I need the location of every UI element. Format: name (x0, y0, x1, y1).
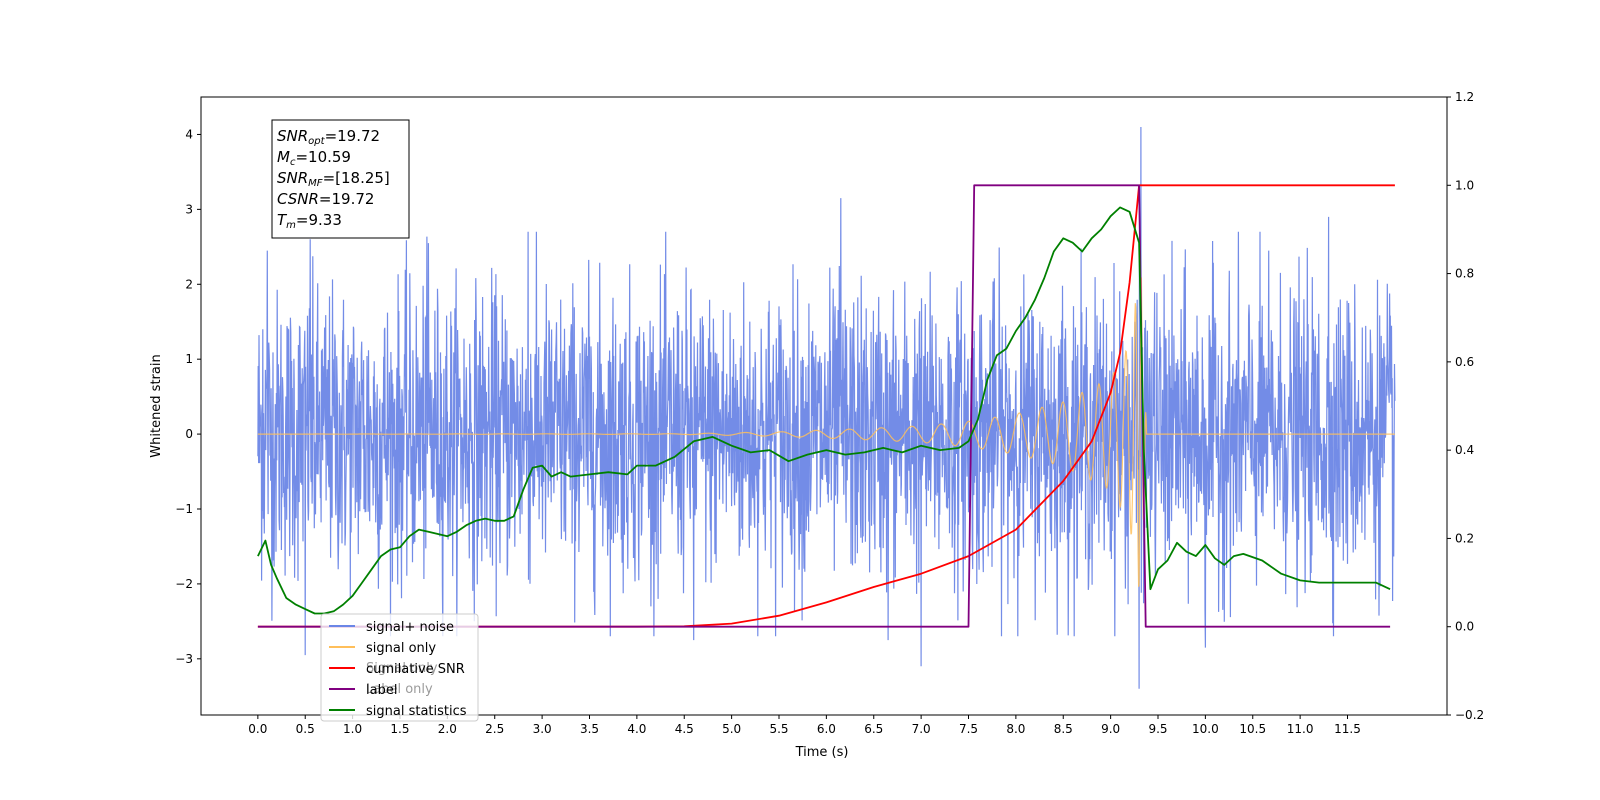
y-axis-right: −0.2 0.0 0.2 0.4 0.6 0.8 1.0 1.2 (1447, 90, 1484, 722)
y-axis-left: −3 −2 −1 0 1 2 3 4 (175, 127, 201, 666)
x-tick-label: 0.0 (248, 722, 267, 736)
y2-tick-label: 0.4 (1455, 443, 1474, 457)
stats-line: CSNR=19.72 (277, 190, 374, 208)
x-tick-label: 3.0 (533, 722, 552, 736)
stats-line: Mc=10.59 (277, 148, 351, 168)
stats-line: SNRopt=19.72 (277, 127, 380, 147)
x-axis-title: Time (s) (795, 745, 849, 760)
plot-area (257, 126, 1396, 689)
x-tick-label: 10.5 (1239, 722, 1266, 736)
legend-frame (320, 613, 479, 722)
x-tick-label: 7.5 (959, 722, 978, 736)
x-tick-label: 1.5 (390, 722, 409, 736)
stats-line: Tm=9.33 (277, 211, 342, 231)
x-tick-label: 0.5 (296, 722, 315, 736)
x-tick-label: 4.5 (675, 722, 694, 736)
y-tick-label: 0 (185, 427, 193, 441)
series-line-signal-noise (257, 126, 1396, 689)
x-axis: 0.0 0.5 1.0 1.5 2.0 2.5 3.0 3.5 4.0 4.5 5.0 5.5 6.0 6… (248, 715, 1361, 736)
x-tick-label: 1.0 (343, 722, 362, 736)
y-tick-label: 1 (185, 352, 193, 366)
legend-label: signal+ noise (366, 620, 454, 635)
x-tick-label: 2.5 (485, 722, 504, 736)
y-axis-title: Whitened strain (149, 354, 164, 457)
legend-label: cumilative SNR (366, 662, 465, 677)
y-tick-label: −2 (175, 577, 193, 591)
plot-frame (200, 96, 1448, 716)
series-line-signal-statistics (257, 206, 1391, 615)
y2-tick-label: 0.2 (1455, 531, 1474, 545)
y2-tick-label: 0.0 (1455, 620, 1474, 634)
y2-tick-label: 1.2 (1455, 90, 1474, 104)
legend-ghost-text: Label only (366, 682, 433, 697)
legend-label: signal statistics (366, 704, 467, 719)
y2-tick-label: 0.8 (1455, 267, 1474, 281)
x-tick-label: 2.0 (438, 722, 457, 736)
x-tick-label: 10.0 (1192, 722, 1219, 736)
y-tick-label: −3 (175, 652, 193, 666)
x-tick-label: 8.0 (1006, 722, 1025, 736)
legend-label: signal only (366, 641, 436, 656)
x-tick-label: 6.5 (864, 722, 883, 736)
y2-tick-label: 1.0 (1455, 178, 1474, 192)
stats-line: SNRMF=[18.25] (277, 169, 390, 189)
y2-tick-label: −0.2 (1455, 708, 1484, 722)
legend-label: label (366, 683, 397, 698)
x-tick-label: 5.0 (722, 722, 741, 736)
series-line-signal-only (257, 277, 1395, 587)
stats-annotation-box: SNRopt=19.72Mc=10.59SNRMF=[18.25]CSNR=19… (271, 119, 410, 239)
y-tick-label: 2 (185, 277, 193, 291)
x-tick-label: 6.0 (817, 722, 836, 736)
legend-ghost-text: Signal only (366, 661, 438, 676)
x-tick-label: 9.0 (1101, 722, 1120, 736)
series-line-cumilative-snr (257, 184, 1395, 628)
stats-box-frame (271, 119, 410, 239)
x-tick-label: 3.5 (580, 722, 599, 736)
x-tick-label: 5.5 (769, 722, 788, 736)
y2-tick-label: 0.6 (1455, 355, 1474, 369)
series-line-label (257, 184, 1391, 628)
x-tick-label: 11.5 (1334, 722, 1361, 736)
x-tick-label: 9.5 (1148, 722, 1167, 736)
legend: Signal only Label only signal+ noise signal… (320, 613, 479, 722)
y-tick-label: −1 (175, 502, 193, 516)
x-tick-label: 4.0 (627, 722, 646, 736)
x-tick-label: 7.0 (912, 722, 931, 736)
y-tick-label: 3 (185, 202, 193, 216)
x-tick-label: 8.5 (1054, 722, 1073, 736)
x-tick-label: 11.0 (1287, 722, 1314, 736)
y-tick-label: 4 (185, 127, 193, 141)
